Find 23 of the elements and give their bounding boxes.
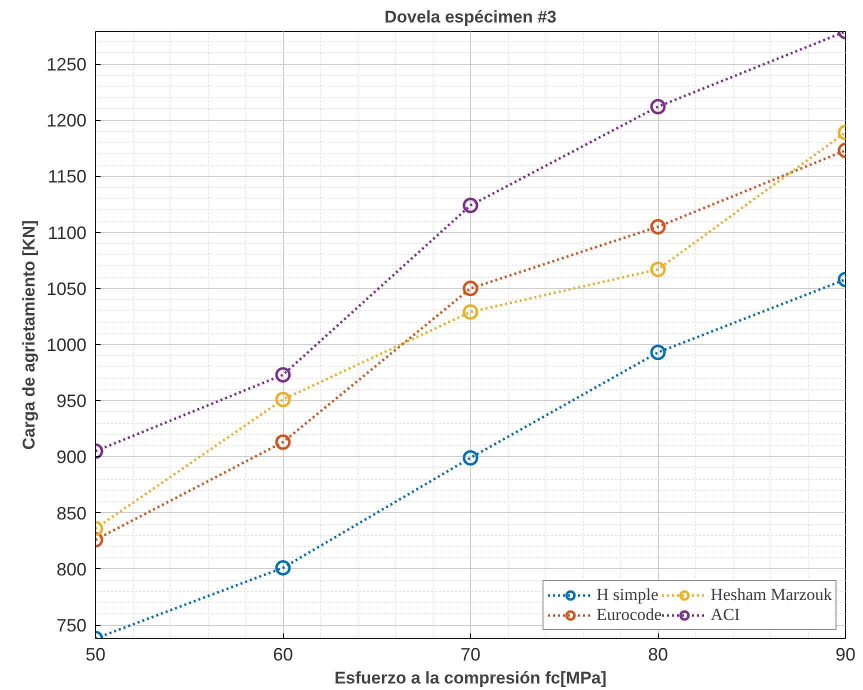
- y-tick-label: 1200: [46, 110, 87, 131]
- legend-label: Hesham Marzouk: [710, 585, 832, 605]
- y-tick-label: 900: [56, 447, 87, 468]
- y-tick-label: 1100: [48, 222, 87, 243]
- y-tick-label: 800: [56, 559, 87, 580]
- y-tick-label: 850: [56, 503, 87, 524]
- y-tick-label: 1000: [46, 335, 87, 356]
- x-tick-label: 70: [460, 644, 481, 664]
- y-tick-label: 950: [56, 391, 87, 412]
- x-tick-label: 50: [85, 644, 106, 664]
- y-tick-label: 1250: [46, 54, 87, 75]
- y-axis-title: Carga de agrietamiento [KN]: [19, 220, 38, 450]
- legend-label: H simple: [596, 585, 658, 605]
- chart-title: Dovela espécimen #3: [384, 8, 556, 26]
- x-tick-label: 80: [648, 644, 668, 664]
- y-tick-label: 1050: [46, 278, 87, 299]
- legend-label: ACI: [710, 605, 740, 625]
- legend-label: Eurocode: [596, 605, 662, 625]
- x-axis-title: Esfuerzo a la compresión fc[MPa]: [334, 668, 607, 688]
- y-tick-label: 1150: [48, 166, 87, 187]
- x-tick-label: 60: [272, 644, 294, 664]
- x-tick-label: 90: [835, 644, 856, 664]
- y-tick-label: 750: [56, 616, 87, 636]
